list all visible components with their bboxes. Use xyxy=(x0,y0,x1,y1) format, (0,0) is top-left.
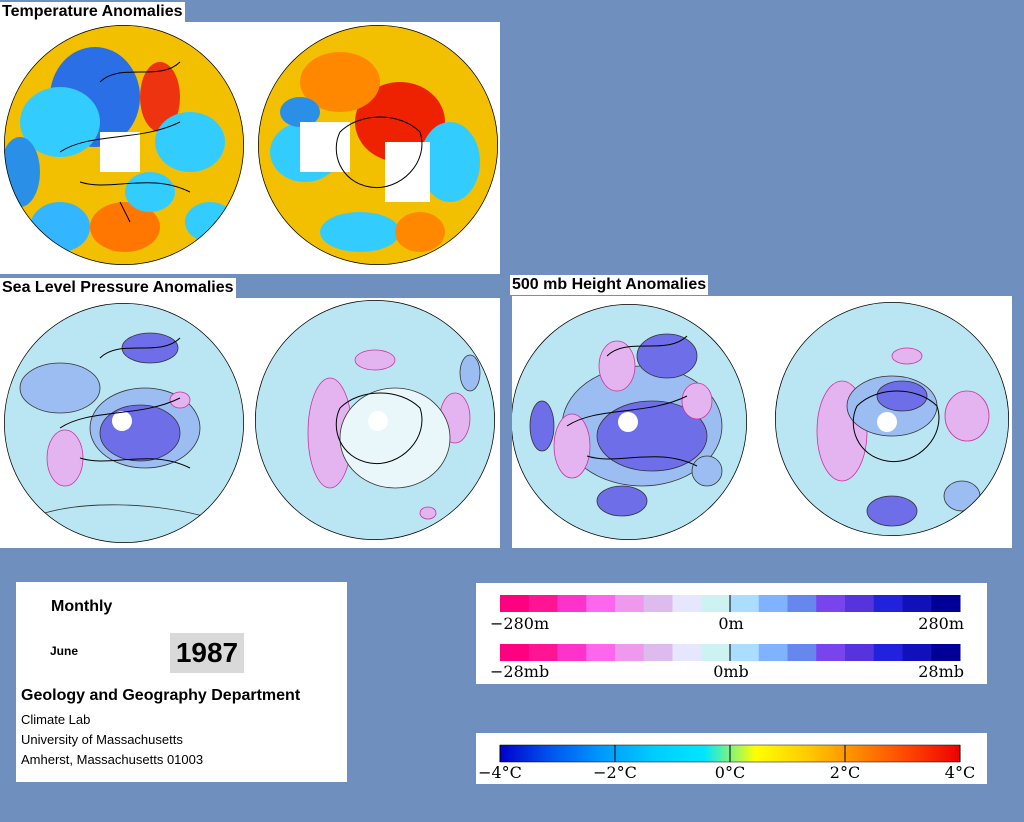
temperature-north-globe xyxy=(4,25,244,265)
temperature-ticks xyxy=(499,745,961,762)
pressure-swatch xyxy=(902,644,932,661)
height-swatch xyxy=(758,595,788,612)
pressure-label-min: −28mb xyxy=(490,662,549,681)
slp-title: Sea Level Pressure Anomalies xyxy=(0,278,236,298)
slp-north-globe xyxy=(4,303,244,543)
pressure-swatch xyxy=(701,644,731,661)
height-swatch xyxy=(701,595,731,612)
height-swatch xyxy=(615,595,645,612)
slp-south-globe xyxy=(255,300,495,540)
height500-maps xyxy=(512,302,1009,540)
slp-maps-panel xyxy=(0,298,500,548)
pressure-swatch xyxy=(873,644,903,661)
height-swatch xyxy=(672,595,702,612)
temp-label-2: 0°C xyxy=(715,763,745,782)
temperature-south-globe xyxy=(258,25,498,265)
temp-label-3: 2°C xyxy=(830,763,860,782)
pressure-swatch xyxy=(931,644,961,661)
pressure-label-max: 28mb xyxy=(918,662,964,681)
pressure-swatch xyxy=(500,644,530,661)
address-label: Amherst, Massachusetts 01003 xyxy=(21,752,204,767)
height-swatch xyxy=(730,595,760,612)
height-pressure-legend: −280m 0m 280m −28mb 0mb 28mb xyxy=(476,583,987,684)
pressure-swatch xyxy=(758,644,788,661)
pressure-swatch xyxy=(643,644,673,661)
height-swatch xyxy=(902,595,932,612)
height-swatch xyxy=(643,595,673,612)
height-swatch xyxy=(500,595,530,612)
temp-label-1: −2°C xyxy=(593,763,637,782)
pressure-swatch xyxy=(845,644,875,661)
height-swatch xyxy=(845,595,875,612)
temperature-legend: −4°C −2°C 0°C 2°C 4°C xyxy=(476,733,987,784)
height-swatch xyxy=(586,595,616,612)
pressure-swatch xyxy=(615,644,645,661)
height-swatch xyxy=(931,595,961,612)
height-swatch xyxy=(528,595,558,612)
height-pressure-scale: −280m 0m 280m −28mb 0mb 28mb xyxy=(490,595,964,681)
temp-label-0: −4°C xyxy=(478,763,522,782)
height-swatch xyxy=(787,595,817,612)
slp-maps xyxy=(4,300,495,543)
pressure-swatch xyxy=(557,644,587,661)
month-label: June xyxy=(50,644,79,658)
year-label: 1987 xyxy=(170,633,244,673)
university-label: University of Massachusetts xyxy=(21,732,183,747)
temp-label-4: 4°C xyxy=(945,763,975,782)
height-swatch xyxy=(816,595,846,612)
height500-south-globe xyxy=(775,302,1009,536)
temperature-title: Temperature Anomalies xyxy=(0,2,185,22)
height500-title: 500 mb Height Anomalies xyxy=(510,275,709,295)
pressure-swatch xyxy=(586,644,616,661)
info-box: Monthly June 1987 Geology and Geography … xyxy=(16,582,347,782)
pressure-swatch xyxy=(528,644,558,661)
temperature-maps-panel xyxy=(0,22,500,274)
frequency-label: Monthly xyxy=(51,598,113,615)
temperature-scale: −4°C −2°C 0°C 2°C 4°C xyxy=(478,744,975,782)
height-swatch xyxy=(873,595,903,612)
pressure-swatch xyxy=(672,644,702,661)
height500-maps-panel xyxy=(512,296,1012,548)
height-label-zero: 0m xyxy=(718,614,743,633)
height-color-bar xyxy=(500,595,961,612)
pressure-color-bar xyxy=(500,644,961,661)
lab-label: Climate Lab xyxy=(21,712,91,727)
pressure-swatch xyxy=(816,644,846,661)
pressure-label-zero: 0mb xyxy=(713,662,749,681)
pressure-swatch xyxy=(787,644,817,661)
height-label-max: 280m xyxy=(918,614,964,633)
height500-north-globe xyxy=(512,304,747,540)
department-label: Geology and Geography Department xyxy=(21,687,301,704)
temperature-maps xyxy=(4,25,498,265)
pressure-swatch xyxy=(730,644,760,661)
height-swatch xyxy=(557,595,587,612)
height-label-min: −280m xyxy=(490,614,549,633)
